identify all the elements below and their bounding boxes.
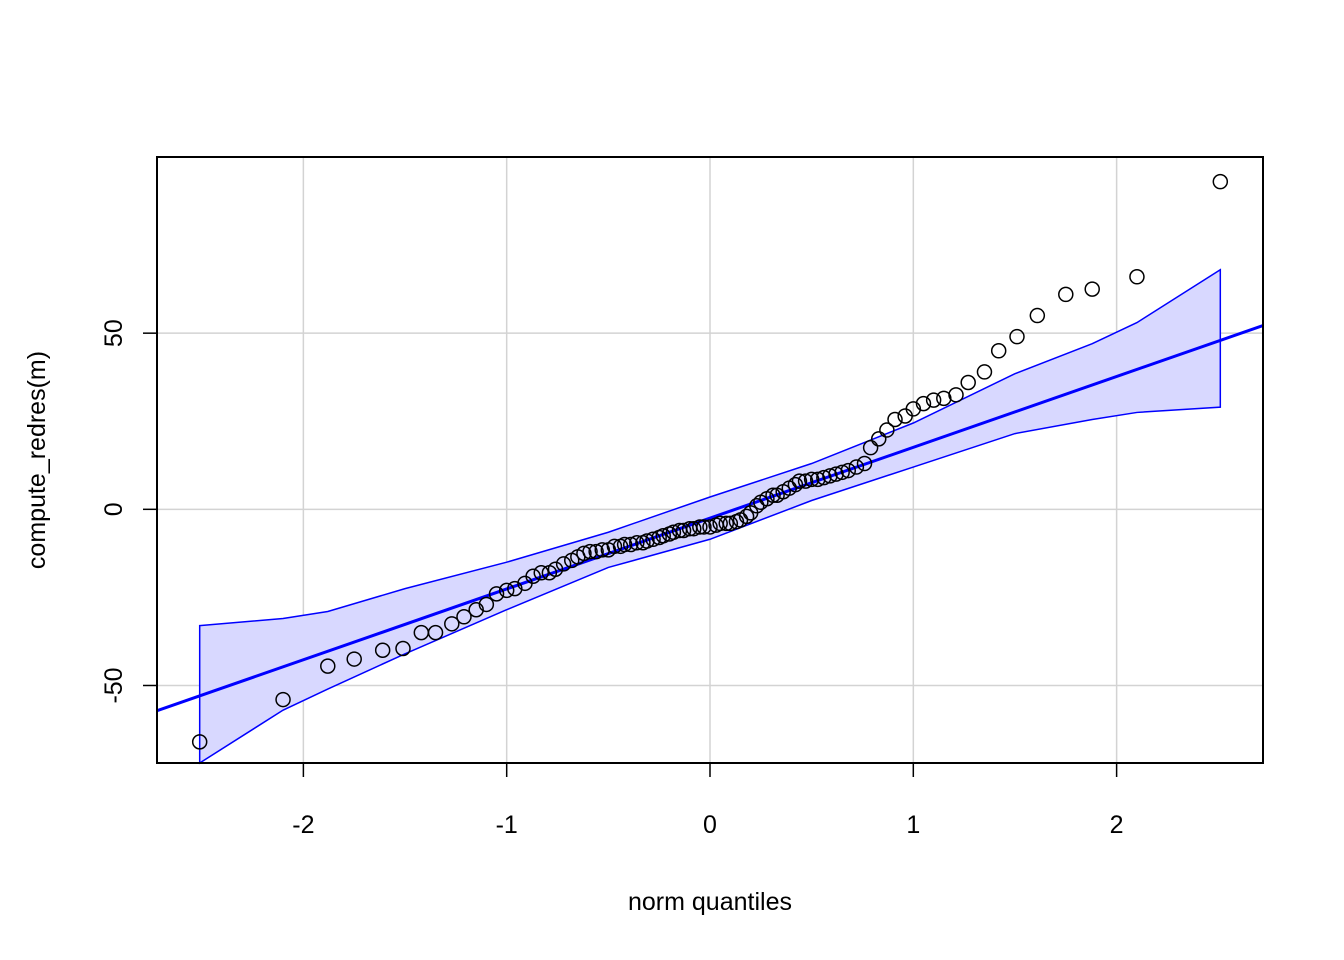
data-point [488,586,505,602]
data-point [1058,286,1074,303]
data-point [718,515,735,532]
data-point [803,471,820,488]
data-point [925,392,942,408]
data-point [879,422,895,438]
y-tick-label: 50 [100,319,128,347]
data-point [533,564,550,581]
data-point [346,651,362,667]
data-point [275,691,291,708]
data-point [848,459,865,475]
data-point [629,535,645,551]
data-point [791,473,808,489]
data-point [582,543,598,560]
data-point [692,519,708,535]
data-point [887,411,903,428]
data-point [456,609,472,625]
data-point [1129,269,1145,285]
axes: -2 -1 0 1 2 -50 0 50 [100,319,1124,839]
x-tick-label: -2 [292,811,314,839]
y-tick-label: 0 [100,502,128,516]
data-point [320,658,336,674]
data-point [722,515,739,532]
data-point [702,519,718,535]
data-point [576,545,592,562]
data-point [478,596,495,613]
data-point [685,520,702,537]
data-point [862,439,879,456]
data-point [712,515,728,532]
data-point [1212,173,1229,190]
data-point [675,522,692,539]
data-point [555,556,572,572]
data-point [665,524,682,540]
x-tick-label: 0 [703,811,717,839]
data-point [622,536,639,553]
reference-line [157,324,1263,713]
data-points [191,173,1229,750]
data-point [797,473,814,489]
data-point [738,508,755,525]
data-point [915,395,932,412]
data-point [191,734,208,750]
reference-line-segment [157,324,1263,713]
data-point [507,580,523,597]
data-point [588,543,604,560]
data-point [1084,281,1100,297]
data-point [765,487,781,503]
data-point [468,601,484,618]
data-point [395,640,411,657]
data-point [856,455,873,472]
data-point [606,538,623,555]
data-point [990,343,1007,359]
data-point [1029,307,1046,324]
data-point [525,568,541,585]
data-point [948,387,964,403]
data-point [616,536,633,553]
data-point [976,364,993,380]
data-point [870,431,887,447]
data-point [696,519,712,535]
data-point [547,561,564,577]
data-point [444,616,460,632]
data-point [787,476,804,493]
y-tick-label: -50 [100,667,128,703]
data-point [905,401,922,417]
data-point [645,531,661,548]
y-axis-title: compute_redres(m) [23,351,51,569]
x-tick-label: 2 [1110,811,1124,839]
x-axis-title: norm quantiles [628,888,792,916]
x-tick-label: 1 [906,811,920,839]
data-point [374,642,391,659]
data-point [960,374,976,391]
data-point [427,624,444,641]
data-point [1009,328,1025,345]
data-point [834,464,850,481]
data-point [655,528,671,544]
data-point [840,462,856,479]
x-tick-label: -1 [496,811,518,839]
data-point [498,582,515,599]
